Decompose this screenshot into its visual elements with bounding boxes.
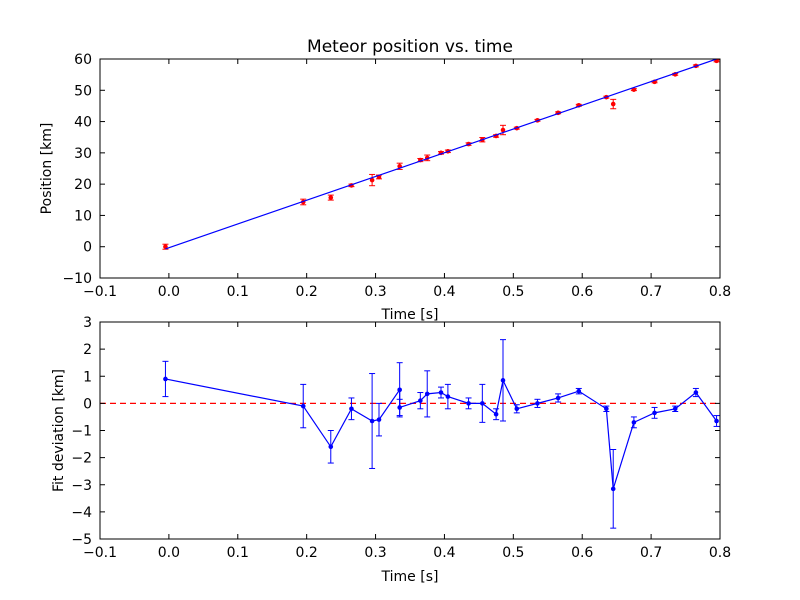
data-point bbox=[369, 177, 375, 183]
data-point bbox=[328, 444, 334, 450]
deviation-plot-area bbox=[100, 339, 720, 529]
data-point bbox=[672, 406, 678, 412]
x-tick-label: 0.4 bbox=[433, 284, 455, 300]
data-point bbox=[438, 390, 444, 395]
data-point bbox=[376, 417, 382, 422]
data-point bbox=[300, 403, 306, 409]
y-tick-label: 0 bbox=[83, 240, 92, 256]
x-tick-label: 0.1 bbox=[227, 284, 249, 300]
y-tick-label: 20 bbox=[74, 177, 92, 193]
y-axis-label: Position [km] bbox=[39, 123, 55, 215]
data-point bbox=[535, 401, 540, 406]
data-point bbox=[555, 395, 561, 401]
y-tick-label: 40 bbox=[74, 115, 92, 131]
x-tick-label: 0.0 bbox=[158, 284, 180, 300]
y-tick-label: −2 bbox=[71, 451, 92, 467]
position-plot-area bbox=[162, 59, 720, 250]
x-tick-label: 0.8 bbox=[709, 545, 731, 561]
data-point bbox=[445, 394, 451, 399]
data-point bbox=[604, 406, 609, 412]
data-point bbox=[714, 59, 719, 64]
series-line bbox=[165, 59, 717, 250]
x-tick-label: 0.1 bbox=[227, 545, 249, 561]
x-tick-label: 0.6 bbox=[571, 284, 593, 300]
data-point bbox=[480, 401, 485, 406]
x-tick-label: 0.0 bbox=[158, 545, 180, 561]
x-tick-label: 0.4 bbox=[433, 545, 455, 561]
data-point bbox=[714, 418, 719, 424]
data-point bbox=[500, 127, 506, 133]
data-point bbox=[576, 388, 582, 394]
x-tick-label: 0.5 bbox=[502, 284, 524, 300]
data-point bbox=[163, 244, 168, 250]
data-point bbox=[328, 195, 334, 200]
x-tick-label: 0.5 bbox=[502, 545, 524, 561]
x-tick-label: 0.3 bbox=[364, 284, 386, 300]
x-axis-label: Time [s] bbox=[381, 569, 439, 585]
data-point bbox=[493, 411, 499, 417]
y-tick-label: −1 bbox=[71, 424, 92, 440]
data-point bbox=[631, 420, 637, 425]
y-tick-label: 3 bbox=[83, 315, 92, 331]
x-tick-label: 0.3 bbox=[364, 545, 386, 561]
position-chart: Meteor position vs. time −0.1 0.0 0.1 0.2 0.… bbox=[39, 37, 731, 323]
y-tick-label: 0 bbox=[83, 396, 92, 412]
x-tick-label: 0.2 bbox=[296, 284, 318, 300]
plot-clip-group bbox=[162, 59, 720, 250]
x-tick-label: 0.6 bbox=[571, 545, 593, 561]
data-point bbox=[514, 406, 520, 412]
x-tick-label: 0.8 bbox=[709, 284, 731, 300]
y-axis-label: Fit deviation [km] bbox=[51, 369, 67, 492]
deviation-chart: −0.1 0.0 0.1 0.2 0.3 0.4 0.5 0.6 0.7 0.8 −5 −4 −3 −2 −… bbox=[51, 315, 731, 585]
y-tick-label: −10 bbox=[62, 271, 92, 287]
data-point bbox=[397, 387, 402, 393]
y-tick-label: 10 bbox=[74, 208, 92, 224]
data-point bbox=[418, 398, 423, 403]
x-tick-label: 0.7 bbox=[640, 284, 662, 300]
x-tick-label: −0.1 bbox=[83, 284, 117, 300]
y-tick-label: −4 bbox=[71, 505, 92, 521]
data-point bbox=[693, 390, 699, 395]
deviation-axis-ticks: −0.1 0.0 0.1 0.2 0.3 0.4 0.5 0.6 0.7 0.8 −5 −4 −3 −2 −… bbox=[71, 315, 731, 561]
data-point bbox=[610, 101, 616, 107]
x-tick-label: −0.1 bbox=[83, 545, 117, 561]
plot-clip-group bbox=[100, 339, 720, 529]
data-point bbox=[397, 405, 402, 410]
data-point bbox=[610, 486, 616, 492]
data-point bbox=[369, 418, 375, 424]
chart-title: Meteor position vs. time bbox=[307, 37, 513, 57]
data-point bbox=[500, 378, 506, 383]
data-point bbox=[466, 401, 471, 406]
data-point bbox=[652, 410, 657, 416]
y-tick-label: −5 bbox=[71, 532, 92, 548]
y-tick-label: 50 bbox=[74, 83, 92, 99]
y-tick-label: 2 bbox=[83, 342, 92, 358]
data-point bbox=[163, 376, 168, 382]
x-tick-label: 0.7 bbox=[640, 545, 662, 561]
position-axis-ticks: −0.1 0.0 0.1 0.2 0.3 0.4 0.5 0.6 0.7 0.8 −10 0 10 20 3… bbox=[62, 52, 731, 300]
y-tick-label: 60 bbox=[74, 52, 92, 68]
y-tick-label: 1 bbox=[83, 369, 92, 385]
x-axis-label: Time [s] bbox=[381, 307, 439, 323]
y-tick-label: −3 bbox=[71, 478, 92, 494]
data-point bbox=[424, 391, 430, 397]
y-tick-label: 30 bbox=[74, 146, 92, 162]
position-plot-frame bbox=[99, 58, 721, 279]
data-point bbox=[349, 406, 354, 412]
x-tick-label: 0.2 bbox=[296, 545, 318, 561]
